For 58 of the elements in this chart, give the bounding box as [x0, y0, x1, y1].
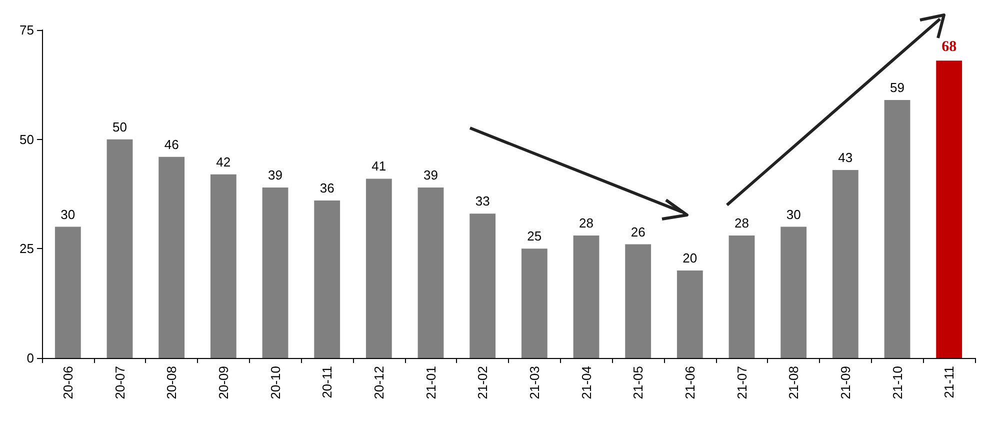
bar [210, 174, 236, 358]
data-label: 28 [579, 216, 594, 231]
data-label: 39 [268, 167, 282, 182]
x-tick-label: 21-06 [682, 366, 698, 400]
data-label: 42 [216, 154, 231, 170]
x-tick-label: 20-12 [371, 366, 386, 400]
x-tick-label: 20-10 [268, 366, 283, 400]
bar [832, 170, 858, 358]
bar [780, 226, 807, 358]
x-tick-label: 21-10 [890, 366, 905, 400]
data-label: 43 [838, 150, 853, 165]
y-tick-label: 75 [20, 22, 34, 38]
data-label: 33 [475, 194, 490, 209]
x-tick-label: 21-07 [734, 366, 750, 400]
x-tick-label: 21-01 [423, 366, 438, 400]
data-label: 41 [372, 158, 386, 174]
bar [625, 244, 652, 358]
x-tick-label: 20-06 [60, 366, 76, 400]
bar [728, 236, 755, 358]
data-label: 68 [942, 39, 957, 56]
data-label: 20 [682, 250, 698, 266]
data-label: 28 [734, 216, 749, 231]
bar [106, 139, 133, 358]
data-label: 30 [60, 206, 76, 222]
data-label: 39 [424, 167, 438, 182]
bar [54, 226, 81, 358]
data-label: 30 [786, 206, 801, 222]
x-tick-label: 21-08 [786, 366, 802, 400]
data-label: 50 [112, 119, 127, 134]
x-tick-label: 20-11 [320, 366, 335, 398]
bar [936, 60, 962, 358]
x-tick-label: 21-03 [526, 366, 542, 400]
x-tick-label: 21-11 [942, 366, 957, 398]
x-tick-label: 20-09 [216, 366, 231, 400]
bar [418, 187, 444, 358]
x-tick-label: 20-08 [164, 366, 180, 400]
x-tick-label: 21-02 [475, 366, 490, 400]
x-tick-label: 21-05 [630, 366, 646, 400]
data-label: 25 [527, 228, 542, 244]
data-label: 26 [630, 224, 646, 240]
bar [521, 248, 548, 358]
bar [314, 200, 340, 358]
bar [262, 187, 288, 358]
data-label: 46 [164, 136, 179, 152]
bar [573, 236, 600, 358]
data-label: 36 [320, 180, 334, 196]
y-tick-label: 25 [20, 241, 34, 256]
bar [470, 214, 496, 358]
x-tick-label: 20-07 [112, 366, 128, 400]
bar [884, 100, 910, 358]
data-label: 59 [890, 80, 904, 95]
x-tick-label: 21-09 [838, 366, 853, 400]
bar [366, 178, 392, 358]
y-tick-label: 0 [26, 350, 34, 366]
x-tick-label: 21-04 [578, 366, 594, 400]
bar [158, 156, 185, 358]
y-tick-label: 50 [20, 132, 34, 147]
bar [676, 270, 703, 358]
